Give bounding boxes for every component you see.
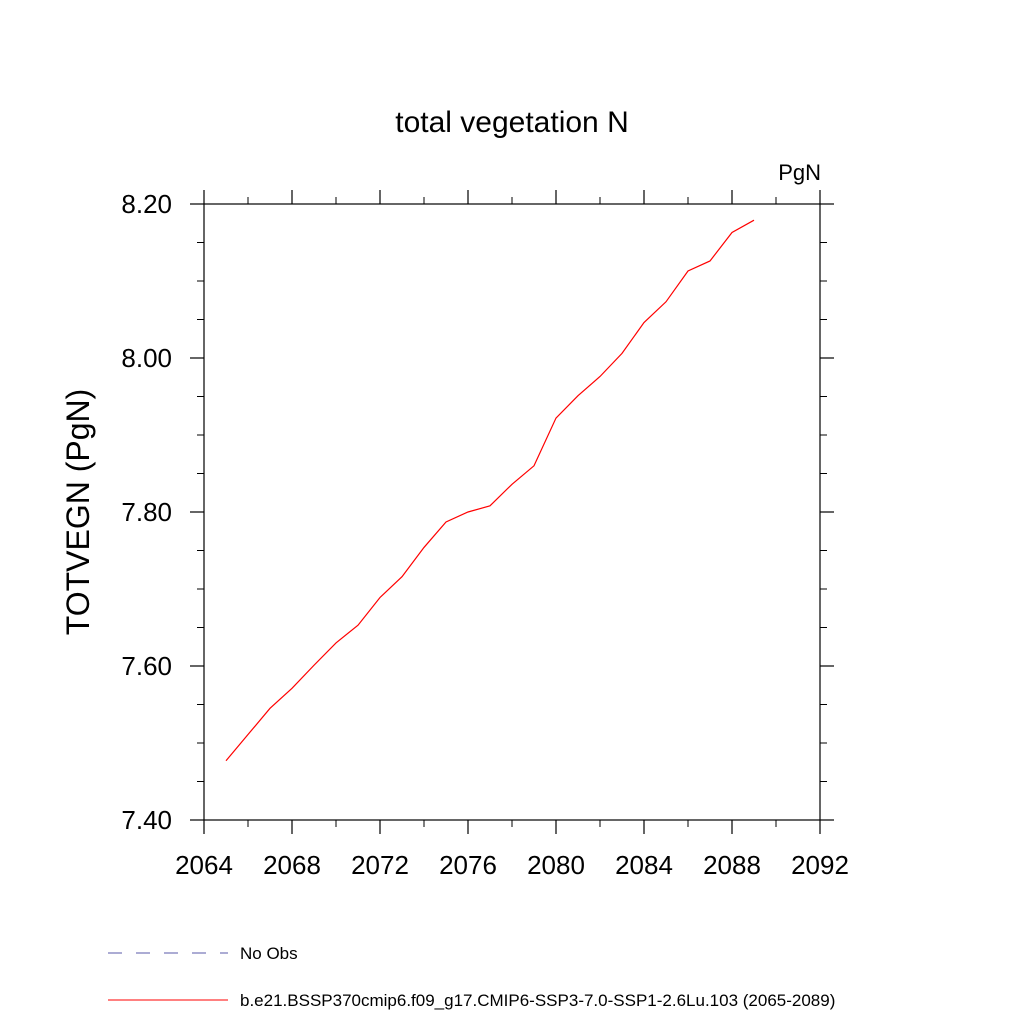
series-line-0 — [225, 219, 755, 762]
y-tick-label: 8.00 — [121, 343, 172, 373]
x-tick-label: 2092 — [791, 850, 849, 880]
axes — [203, 203, 821, 821]
legend: No Obs b.e21.BSSP370cmip6.f09_g17.CMIP6-… — [108, 944, 835, 1010]
y-tick-label: 8.20 — [121, 189, 172, 219]
x-tick-label: 2088 — [703, 850, 761, 880]
x-tick-label: 2064 — [175, 850, 233, 880]
x-tick-label: 2068 — [263, 850, 321, 880]
units-label: PgN — [778, 160, 821, 185]
series-layer — [225, 219, 755, 762]
chart-title: total vegetation N — [395, 106, 628, 139]
y-tick-label: 7.60 — [121, 651, 172, 681]
plot-frame — [203, 203, 821, 821]
x-tick-label: 2072 — [351, 850, 409, 880]
x-tick-label: 2084 — [615, 850, 673, 880]
x-tick-label: 2076 — [439, 850, 497, 880]
y-tick-label: 7.40 — [121, 805, 172, 835]
x-tick-label: 2080 — [527, 850, 585, 880]
legend-label-model-run: b.e21.BSSP370cmip6.f09_g17.CMIP6-SSP3-7.… — [240, 991, 835, 1010]
legend-label-no-obs: No Obs — [240, 944, 298, 963]
axis-ticks — [190, 190, 834, 834]
tick-labels: 2064 2068 2072 2076 2080 2084 2088 2092 7.40 7.60… — [121, 189, 849, 880]
y-axis-label: TOTVEGN (PgN) — [60, 389, 96, 636]
y-tick-label: 7.80 — [121, 497, 172, 527]
